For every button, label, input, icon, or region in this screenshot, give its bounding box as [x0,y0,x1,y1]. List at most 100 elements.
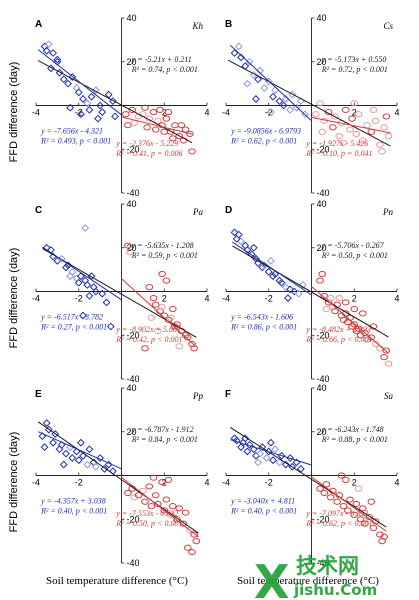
warming-point [183,334,192,341]
cooling-point [269,456,277,465]
r2-warming: R² = 0.42, p < 0.001 [115,335,182,344]
warming-point [320,489,329,497]
warming-point [384,360,393,367]
y-tick-label: 40 [127,383,137,393]
warming-point [346,496,354,503]
y-tick-label: -20 [317,514,330,524]
warming-point [359,137,367,144]
cooling-point [91,462,100,471]
warming-point [352,130,361,138]
x-tick-label: 4 [204,108,209,118]
fit-line-cooling [37,431,122,470]
warming-point [322,481,331,488]
warming-point [382,347,391,354]
y-tick-label: 20 [127,243,137,253]
fit-line-all [230,427,387,528]
y-tick-label: -40 [127,374,140,384]
warming-point [359,310,367,317]
watermark-cn: 技术网 [296,554,359,578]
cooling-point [299,281,307,289]
warming-point [350,305,359,313]
equation-cooling: y = -4.357x + 3.038 [40,497,106,506]
cooling-point [74,88,83,97]
warming-point [141,345,149,352]
warming-point [158,270,166,278]
cooling-point [237,443,245,451]
r2-all: R² = 0.84, p < 0.001 [131,435,198,444]
y-tick-label: -20 [127,514,140,524]
fit-line-warming [311,286,389,354]
equation-warming: y = -7.097x - 0.653 [305,509,368,518]
x-tick-label: 2 [352,478,357,488]
cooling-point [83,281,92,289]
cooling-point [241,434,250,443]
species-label: Cs [383,21,393,31]
warming-point [341,476,350,483]
cooling-point [81,276,90,285]
fit-line-warming [121,278,197,348]
cooling-point [271,445,280,454]
r2-cooling: R² = 0.493, p < 0.001 [40,137,111,146]
warming-point [339,503,348,510]
x-tick-label: -2 [265,294,273,304]
warming-point [143,124,151,131]
warming-point [160,507,169,514]
cooling-point [254,458,262,467]
r2-cooling: R² = 0.62, p < 0.001 [230,137,297,146]
warming-point [166,314,175,321]
panel-letter: C [35,205,42,216]
equation-warming: y = -8.482x + 2.293 [305,325,371,334]
y-tick-label: 20 [317,243,327,253]
cooling-point [271,270,280,278]
cooling-point [57,254,66,263]
warming-point [183,544,192,551]
cooling-point [252,95,260,103]
cooling-point [76,272,85,281]
equation-cooling: y = -3.040x + 4.811 [230,497,295,506]
warming-point [162,277,171,284]
warming-point [188,548,196,556]
cooling-point [264,267,273,276]
cooling-point [271,86,280,95]
warming-point [173,516,181,523]
fit-line-all [232,245,389,338]
cooling-point [42,419,51,427]
warming-point [130,119,139,127]
fit-line-cooling [230,439,312,466]
warming-point [181,509,190,516]
warming-point [147,503,156,510]
warming-point [124,242,132,249]
cooling-point [74,456,83,465]
warming-point [162,496,171,503]
warming-point [380,354,388,361]
r2-warming: R² = 0.41, p = 0.006 [115,149,182,158]
cooling-point [59,75,68,84]
y-tick-label: 40 [127,199,137,209]
warming-point [335,294,344,302]
warming-point [369,524,378,532]
warming-point [326,294,335,302]
warming-point [124,122,132,129]
cooling-point [98,289,107,298]
cooling-point [81,224,90,232]
equation-all: y = -6.787x - 1.912 [131,425,194,434]
cooling-point [249,243,258,252]
warming-point [344,507,352,514]
fit-line-cooling [232,241,312,296]
warming-point [164,476,173,483]
cooling-point [49,49,58,57]
warming-point [175,505,184,512]
warming-point [171,122,179,129]
warming-point [350,321,359,328]
cooling-point [62,449,70,458]
cooling-point [85,105,94,114]
cooling-point [66,103,75,112]
warming-point [149,108,158,116]
cooling-point [260,261,269,270]
warming-point [352,500,361,508]
cooling-point [284,294,292,302]
y-axis-label-row1: FFD difference (day) [8,62,20,163]
warming-point [154,500,162,508]
